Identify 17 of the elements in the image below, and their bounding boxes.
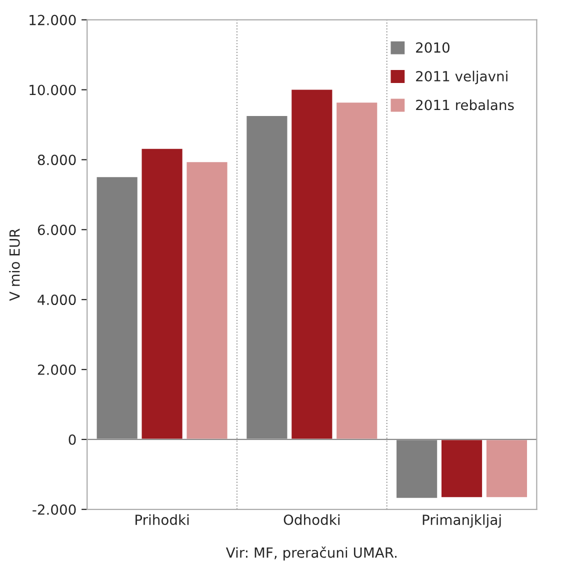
y-tick-label: 10.000 [30, 84, 76, 96]
y-tick-label: 6.000 [38, 224, 76, 236]
legend-label: 2010 [416, 42, 450, 53]
y-tick-label: 12.000 [30, 14, 76, 26]
y-tick-label: 0 [68, 434, 76, 445]
x-tick-label: Prihodki [136, 514, 189, 526]
y-tick-label: 4.000 [38, 294, 76, 306]
legend-label: 2011 rebalans [416, 99, 514, 110]
x-tick-label: Odhodki [284, 514, 340, 526]
y-tick-label: 2.000 [38, 364, 76, 375]
y-tick-label: 8.000 [38, 154, 76, 166]
x-tick-label: Primanjkljaj [422, 514, 501, 528]
text: Vir: MF, preračuni UMAR. [226, 546, 396, 561]
legend-label: 2011 veljavni [416, 70, 508, 84]
bar [185, 160, 229, 440]
y-tick-label: -2.000 [32, 504, 76, 515]
y-axis-title: V mio EUR [9, 228, 20, 301]
